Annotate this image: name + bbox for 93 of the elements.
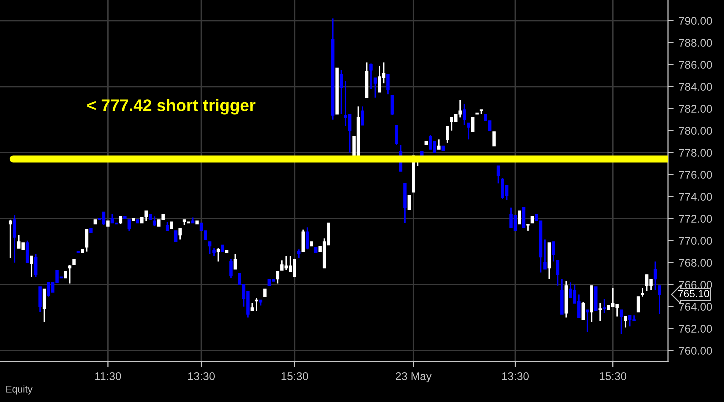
x-tick-label: 15:30 [600, 372, 627, 380]
candlestick [386, 74, 390, 96]
y-tick-label: 776.00 [679, 171, 712, 179]
candlestick [38, 286, 42, 314]
candlestick [552, 241, 556, 262]
candlestick [344, 80, 348, 128]
candlestick [208, 241, 212, 255]
candlestick [255, 297, 258, 312]
ref-line-label: < 777.42 short trigger [88, 99, 256, 115]
y-tick-label: 780.00 [679, 127, 712, 135]
candlestick [230, 258, 233, 279]
text: Equity [6, 386, 33, 395]
text: 765.10 [678, 290, 710, 298]
candlestick [17, 234, 21, 250]
candlestick [624, 316, 628, 328]
candlestick [26, 240, 30, 264]
candlestick [658, 285, 662, 316]
y-tick-label: 782.00 [679, 105, 712, 114]
y-tick-label: 762.00 [679, 325, 712, 333]
candlestick [522, 207, 526, 228]
candlestick [450, 116, 454, 132]
candlestick [395, 124, 398, 146]
candlestick [153, 216, 156, 228]
candlestick [654, 261, 658, 292]
candlestick [501, 177, 504, 200]
y-tick-label: 788.00 [679, 39, 712, 48]
candlestick [85, 229, 89, 253]
candlestick [458, 99, 462, 118]
candlestick [42, 288, 46, 323]
candlestick [650, 278, 653, 292]
x-tick-label: 13:30 [188, 372, 216, 380]
candlestick [518, 210, 522, 225]
candlestick [370, 63, 373, 90]
candlestick [8, 219, 12, 260]
candlestick [492, 132, 496, 147]
y-tick-label: 764.00 [679, 303, 712, 311]
candlestick [348, 114, 352, 154]
candlestick [620, 309, 624, 336]
candlestick [408, 195, 412, 210]
candlestick [446, 126, 450, 144]
y-tick-label: 786.00 [679, 61, 712, 70]
candlestick [378, 65, 382, 94]
candlestick [602, 298, 606, 314]
candlestick [293, 259, 296, 278]
candlestick [641, 287, 644, 298]
candlestick [280, 260, 284, 272]
candlestick [13, 214, 16, 264]
candlestick [306, 226, 310, 250]
candlestick [302, 229, 305, 253]
candlestick [586, 309, 590, 333]
x-tick-label: 15:30 [282, 372, 308, 380]
candlestick [462, 104, 466, 126]
candlestick [598, 302, 602, 322]
candlestick [578, 294, 581, 319]
candlestick [514, 214, 518, 232]
candlestick [645, 274, 649, 292]
y-tick-label: 790.00 [679, 17, 712, 26]
candlestick [34, 253, 38, 278]
candlestick [144, 210, 148, 222]
y-tick-label: 774.00 [679, 193, 712, 201]
candlestick [556, 260, 560, 287]
candlestick [234, 253, 238, 270]
candlestick [628, 314, 632, 328]
candlestick [374, 77, 378, 99]
candlestick [429, 134, 432, 150]
candlestick [276, 270, 280, 284]
candlestick [47, 282, 50, 298]
x-tick-label: 23 May [396, 372, 432, 383]
y-tick-label: 772.00 [679, 215, 712, 223]
candlestick [340, 70, 344, 116]
candlestick [178, 228, 182, 240]
y-tick-label: 770.00 [679, 237, 712, 245]
candlestick [582, 302, 586, 321]
candlestick [128, 219, 132, 232]
candlestick [438, 138, 441, 150]
candlestick [30, 256, 34, 278]
y-tick-label: 784.00 [679, 83, 712, 92]
y-tick-label: 768.00 [679, 259, 712, 267]
candlestick [471, 117, 475, 132]
candlestick [544, 239, 547, 270]
candlestick [636, 296, 640, 314]
x-tick-label: 11:30 [96, 372, 122, 380]
x-tick-label: 13:30 [502, 372, 529, 380]
candlestick [496, 165, 500, 184]
candlestick [361, 106, 364, 126]
y-tick-label: 778.00 [679, 149, 712, 157]
candlestick [102, 212, 106, 226]
candlestick [616, 304, 619, 318]
y-tick-label: 760.00 [679, 347, 712, 355]
candlestick [510, 207, 513, 228]
candlestick [390, 94, 394, 116]
candlestick [174, 230, 178, 243]
candlestick [611, 287, 615, 308]
